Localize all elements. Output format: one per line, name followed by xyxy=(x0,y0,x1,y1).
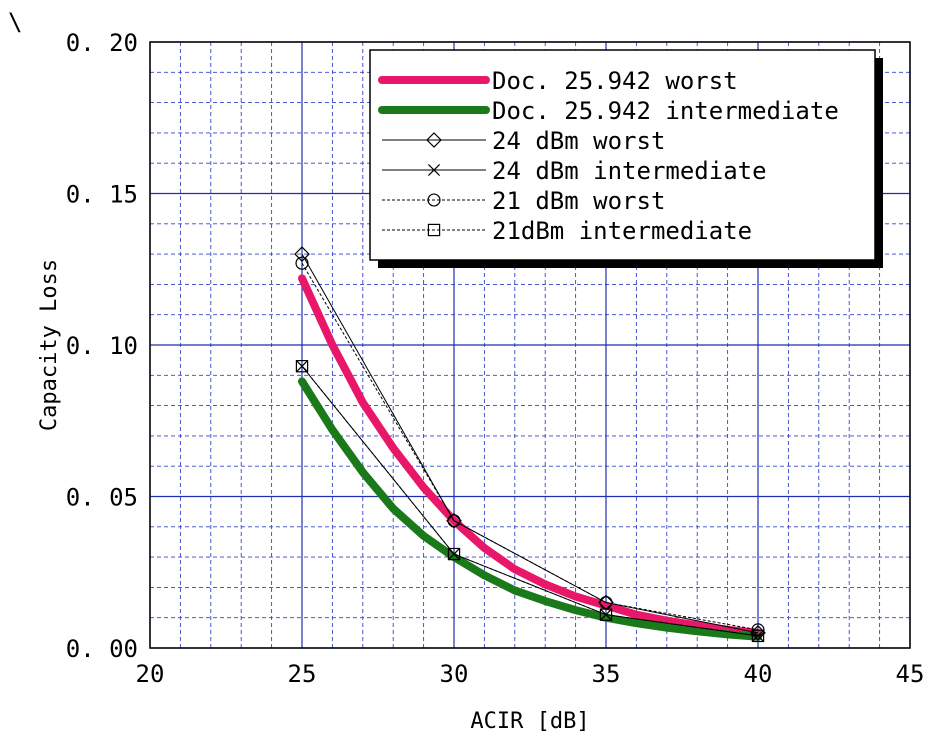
corner-mark: \ xyxy=(8,8,22,36)
series-point xyxy=(751,629,765,643)
series-0 xyxy=(298,274,762,637)
legend-label: 21 dBm worst xyxy=(492,187,665,215)
series-line xyxy=(301,262,759,631)
series-point xyxy=(447,514,461,528)
series-layer xyxy=(294,246,766,643)
x-tick-label: 40 xyxy=(744,660,773,688)
y-tick-label: 0. 10 xyxy=(66,332,138,360)
series-line xyxy=(298,274,762,637)
x-tick-label: 25 xyxy=(288,660,317,688)
series-1 xyxy=(298,377,762,641)
series-point xyxy=(599,608,613,621)
series-line xyxy=(298,377,762,641)
y-axis-title: Capacity Loss xyxy=(37,259,62,431)
series-point xyxy=(294,246,310,262)
y-tick-label: 0. 05 xyxy=(66,484,138,512)
legend-label: 24 dBm intermediate xyxy=(492,157,767,185)
legend-box xyxy=(369,49,876,261)
legend-marker xyxy=(427,223,441,237)
series-5 xyxy=(295,360,765,643)
legend-marker xyxy=(427,193,441,207)
x-tick-label: 20 xyxy=(136,660,165,688)
x-tick-label: 30 xyxy=(440,660,469,688)
y-tick-label: 0. 20 xyxy=(66,29,138,57)
legend-label: 24 dBm worst xyxy=(492,127,665,155)
y-axis-ticks: 0. 00 0. 05 0. 10 0. 15 0. 20 xyxy=(66,29,138,663)
legend-marker xyxy=(426,132,442,148)
series-point xyxy=(446,512,462,529)
series-point xyxy=(295,256,309,270)
x-axis-title: ACIR [dB] xyxy=(470,709,589,734)
plot-area-frame xyxy=(149,41,911,649)
y-tick-label: 0. 15 xyxy=(66,181,138,209)
y-tick-label: 0. 00 xyxy=(66,635,138,663)
x-tick-label: 45 xyxy=(896,660,925,688)
legend-label: Doc. 25.942 intermediate xyxy=(492,97,839,125)
legend-marker xyxy=(427,163,441,177)
legend-label: 21dBm intermediate xyxy=(492,217,752,245)
series-point xyxy=(447,547,461,561)
series-line xyxy=(301,365,759,637)
series-point xyxy=(295,360,309,373)
legend-label: Doc. 25.942 worst xyxy=(492,67,738,95)
x-tick-label: 35 xyxy=(592,660,621,688)
x-axis-ticks: 20 25 30 35 40 45 xyxy=(136,660,925,688)
